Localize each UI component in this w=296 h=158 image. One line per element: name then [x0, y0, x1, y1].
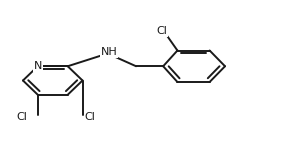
Text: Cl: Cl [17, 112, 28, 122]
Text: Cl: Cl [84, 112, 95, 122]
Text: NH: NH [101, 47, 118, 57]
Text: Cl: Cl [156, 26, 167, 36]
Text: N: N [33, 61, 42, 71]
